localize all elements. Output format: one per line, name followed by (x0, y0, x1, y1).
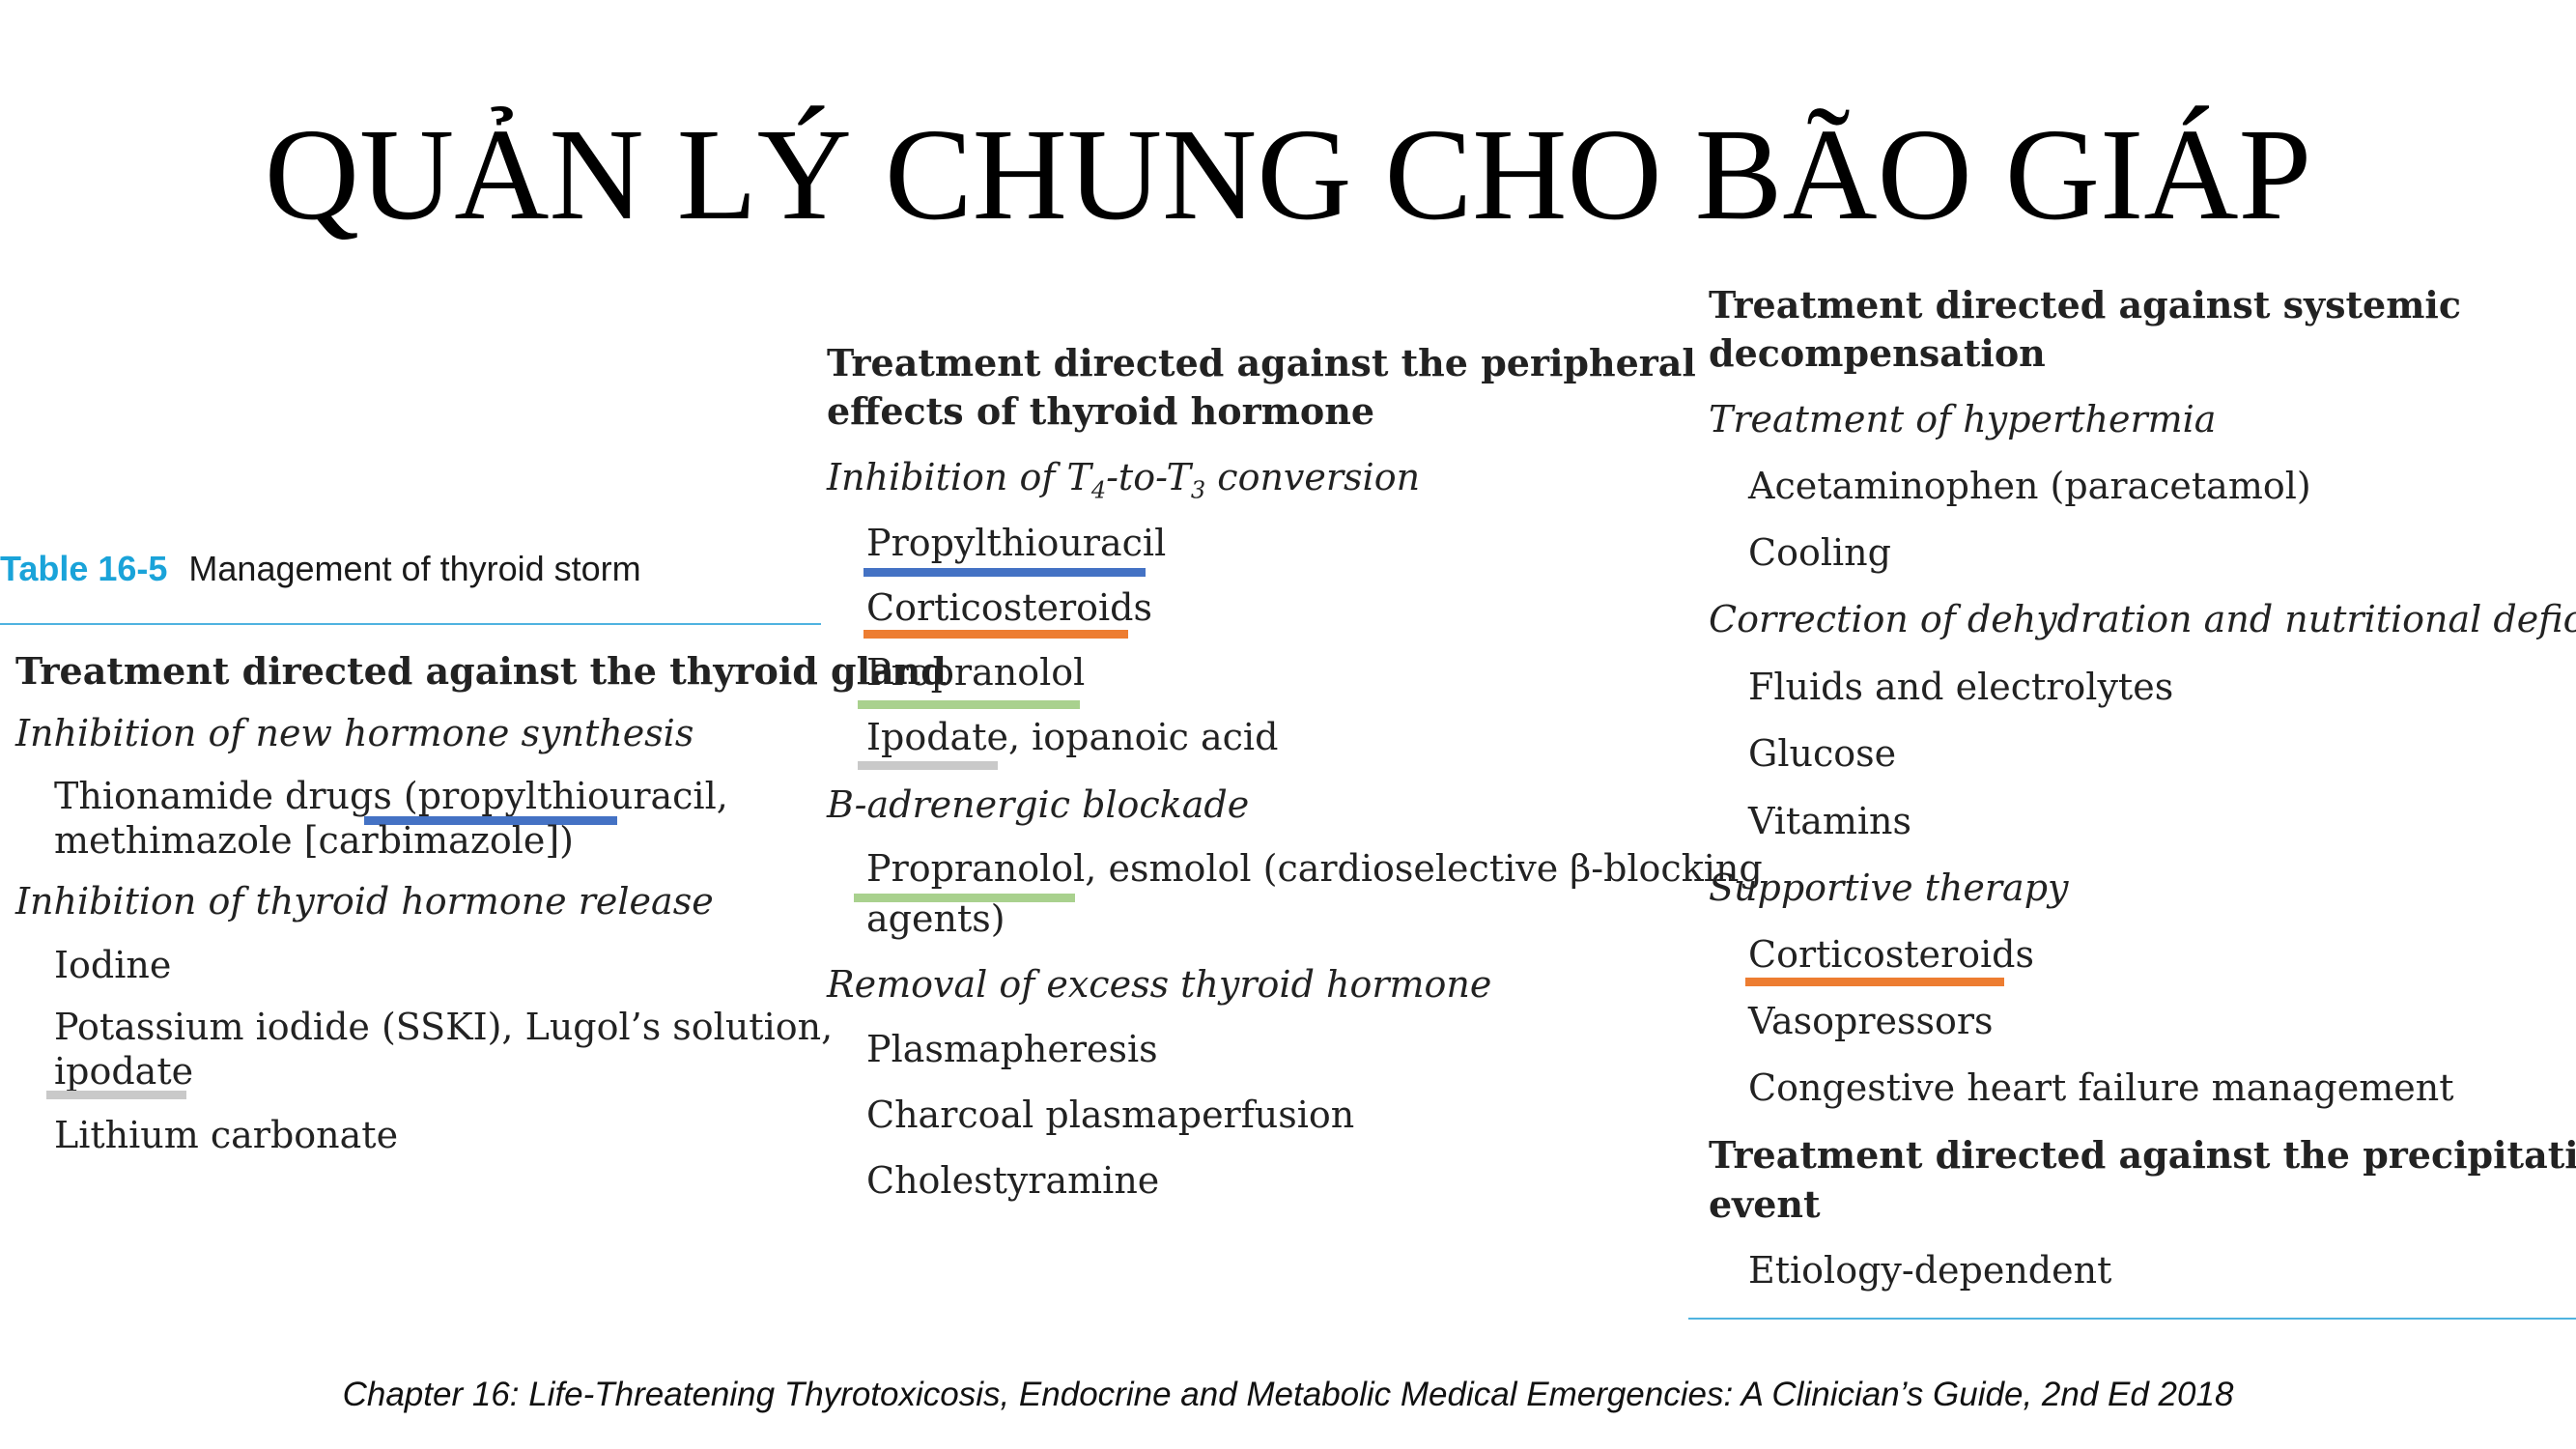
item-fluids-electrolytes: Fluids and electrolytes (1748, 666, 2174, 708)
item-ipodate: ipodate (54, 1050, 194, 1093)
subheading-b-adrenergic: B-adrenergic blockade (827, 783, 1250, 826)
highlight-ipodate-2 (858, 761, 998, 770)
table-top-rule (0, 623, 821, 625)
item-lithium-carbonate: Lithium carbonate (54, 1114, 399, 1156)
highlight-corticosteroids-2 (1745, 978, 2004, 986)
heading-systemic-line1: Treatment directed against systemic (1709, 283, 2461, 327)
highlight-propranolol-2 (854, 894, 1075, 902)
heading-precipitating-line1: Treatment directed against the precipita… (1709, 1133, 2576, 1177)
highlight-propylthiouracil-2 (863, 568, 1146, 577)
item-methimazole: methimazole [carbimazole]) (54, 819, 575, 862)
t4-t3-text-c: conversion (1205, 456, 1421, 498)
subheading-hyperthermia: Treatment of hyperthermia (1709, 398, 2217, 440)
item-propranolol: Propranolol (866, 651, 1086, 694)
item-propylthiouracil: Propylthiouracil (866, 522, 1167, 564)
item-charcoal-plasmaperfusion: Charcoal plasmaperfusion (866, 1094, 1355, 1136)
item-plasmapheresis: Plasmapheresis (866, 1028, 1158, 1070)
item-propranolol-esmolol: Propranolol, esmolol (cardioselective β-… (866, 847, 1763, 890)
t3-subscript: 3 (1190, 476, 1206, 504)
item-chf-management: Congestive heart failure management (1748, 1066, 2454, 1109)
item-iodine: Iodine (54, 944, 172, 986)
heading-systemic-line2: decompensation (1709, 331, 2046, 375)
item-potassium-iodide: Potassium iodide (SSKI), Lugol’s solutio… (54, 1006, 834, 1048)
subheading-supportive-therapy: Supportive therapy (1709, 867, 2069, 909)
subheading-new-hormone-synthesis: Inhibition of new hormone synthesis (15, 712, 694, 754)
table-caption: Table 16-5 Management of thyroid storm (0, 549, 641, 589)
table-caption-text: Management of thyroid storm (188, 549, 641, 588)
heading-precipitating-line2: event (1709, 1182, 1821, 1226)
item-corticosteroids-2: Corticosteroids (1748, 933, 2034, 976)
item-vitamins: Vitamins (1748, 800, 1912, 842)
source-citation: Chapter 16: Life-Threatening Thyrotoxico… (342, 1376, 2234, 1413)
item-cholestyramine: Cholestyramine (866, 1159, 1160, 1202)
table-number: Table 16-5 (0, 549, 168, 588)
item-thionamide-drugs: Thionamide drugs (propylthiouracil, (54, 775, 728, 817)
slide-title: QUẢN LÝ CHUNG CHO BÃO GIÁP (264, 102, 2312, 247)
subheading-t4-t3-conversion: Inhibition of T4-to-T3 conversion (827, 456, 1420, 504)
heading-peripheral-line1: Treatment directed against the periphera… (827, 341, 1696, 384)
heading-thyroid-gland: Treatment directed against the thyroid g… (15, 649, 947, 693)
item-beta-blocking-agents: agents) (866, 897, 1005, 940)
subheading-removal-excess: Removal of excess thyroid hormone (827, 963, 1492, 1006)
table-bottom-rule (1688, 1318, 2576, 1320)
highlight-ipodate (46, 1091, 186, 1099)
subheading-dehydration: Correction of dehydration and nutritiona… (1709, 598, 2576, 640)
subheading-hormone-release: Inhibition of thyroid hormone release (15, 880, 714, 923)
item-cooling: Cooling (1748, 531, 1891, 574)
highlight-propylthiouracil (364, 816, 617, 825)
t4-subscript: 4 (1090, 476, 1107, 504)
item-glucose: Glucose (1748, 732, 1897, 775)
t4-t3-text-a: Inhibition of T (827, 456, 1091, 498)
item-vasopressors: Vasopressors (1748, 1000, 1994, 1042)
item-corticosteroids: Corticosteroids (866, 586, 1152, 629)
item-etiology-dependent: Etiology-dependent (1748, 1249, 2112, 1292)
t4-t3-text-b: -to-T (1106, 456, 1191, 498)
heading-peripheral-line2: effects of thyroid hormone (827, 389, 1374, 433)
highlight-propranolol (858, 700, 1080, 709)
item-ipodate-iopanoic: Ipodate, iopanoic acid (866, 716, 1279, 758)
highlight-corticosteroids (863, 630, 1128, 639)
item-acetaminophen: Acetaminophen (paracetamol) (1748, 465, 2311, 507)
